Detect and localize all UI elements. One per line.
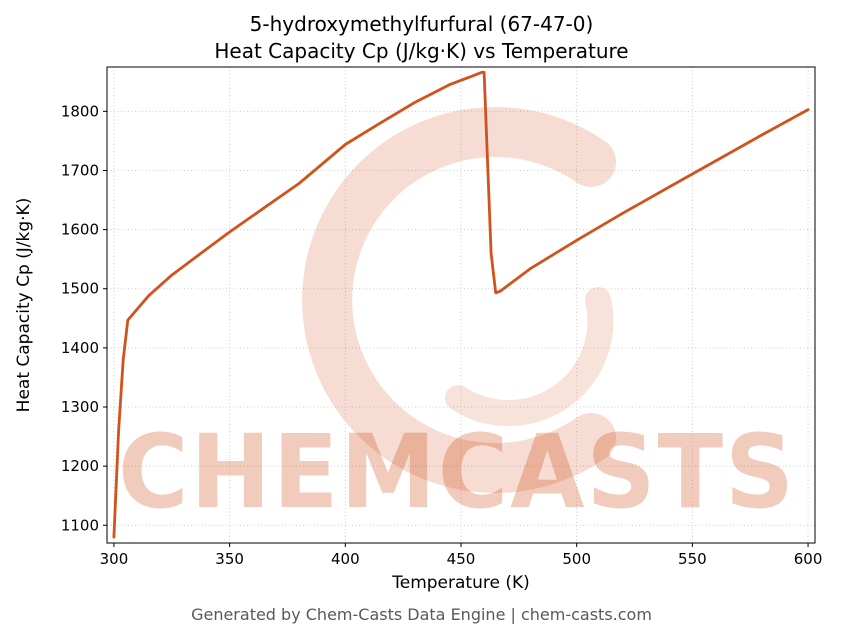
chart-title-line2: Heat Capacity Cp (J/kg·K) vs Temperature <box>214 39 629 63</box>
axis-ticks: 300 350 400 450 500 550 600 1100 1200 1300 1400 150… <box>61 102 823 568</box>
x-tick-label: 400 <box>331 550 360 568</box>
y-tick-label: 1100 <box>61 516 99 534</box>
y-tick-label: 1600 <box>61 221 99 239</box>
x-tick-label: 450 <box>447 550 476 568</box>
y-tick-label: 1500 <box>61 280 99 298</box>
watermark: CHEMCASTS <box>118 107 796 532</box>
x-tick-label: 600 <box>794 550 823 568</box>
x-axis-label: Temperature (K) <box>392 573 530 593</box>
watermark-c-logo-icon <box>302 107 616 493</box>
y-tick-label: 1200 <box>61 457 99 475</box>
x-tick-label: 300 <box>100 550 129 568</box>
footer-attribution: Generated by Chem-Casts Data Engine | ch… <box>191 605 652 624</box>
grid-lines <box>107 67 815 543</box>
y-axis-label: Heat Capacity Cp (J/kg·K) <box>14 197 34 413</box>
y-tick-label: 1800 <box>61 102 99 120</box>
x-tick-label: 500 <box>562 550 591 568</box>
y-tick-label: 1300 <box>61 398 99 416</box>
y-tick-label: 1400 <box>61 339 99 357</box>
chart-title-line1: 5-hydroxymethylfurfural (67-47-0) <box>249 12 594 36</box>
y-tick-label: 1700 <box>61 161 99 179</box>
watermark-c-swirl-icon <box>445 287 614 427</box>
x-tick-label: 550 <box>678 550 707 568</box>
watermark-text: CHEMCASTS <box>118 413 796 532</box>
x-tick-label: 350 <box>215 550 244 568</box>
series-line <box>112 70 810 539</box>
